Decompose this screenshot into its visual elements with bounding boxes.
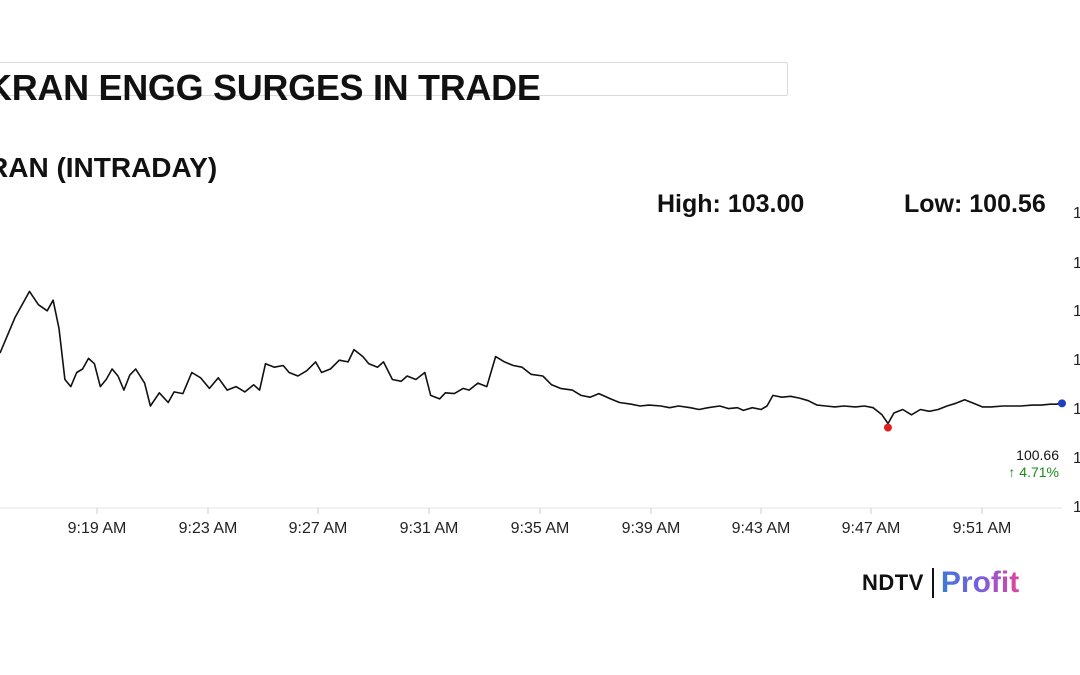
high-value: High: 103.00 — [657, 190, 805, 218]
change-percent-label: ↑ 4.71% — [1008, 464, 1059, 480]
x-tick-label: 9:47 AM — [842, 520, 901, 537]
x-tick-label: 9:23 AM — [179, 520, 238, 537]
ndtv-profit-logo: NDTV Profit — [862, 565, 1019, 601]
x-tick-label: 9:35 AM — [511, 520, 570, 537]
last-point-marker — [1058, 399, 1066, 408]
y-tick-label: 1 — [1073, 352, 1080, 369]
headline: KRAN ENGG SURGES IN TRADE — [0, 67, 541, 108]
ndtv-logo-text: NDTV — [862, 570, 924, 595]
headline-box — [0, 62, 788, 96]
low-point-marker — [883, 423, 892, 432]
last-value-label: 100.66 — [1016, 447, 1059, 463]
y-tick-label: 1 — [1073, 205, 1080, 222]
x-tick-label: 9:39 AM — [622, 520, 681, 537]
y-tick-label: 1 — [1073, 303, 1080, 320]
x-tick-label: 9:31 AM — [400, 520, 459, 537]
x-tick-label: 9:27 AM — [289, 520, 348, 537]
series-line — [0, 290, 1063, 425]
chart-subtitle: RAN (INTRADAY) — [0, 152, 218, 183]
y-tick-label: 1 — [1073, 401, 1080, 418]
y-tick-label: 1 — [1073, 450, 1080, 467]
y-tick-label: 1 — [1073, 499, 1080, 516]
profit-logo-text: Profit — [940, 566, 1020, 599]
y-tick-label: 1 — [1073, 255, 1080, 272]
x-tick-label: 9:19 AM — [68, 520, 127, 537]
logo-divider — [931, 568, 934, 598]
x-tick-label: 9:43 AM — [732, 520, 791, 537]
x-tick-label: 9:51 AM — [953, 520, 1012, 537]
low-value: Low: 100.56 — [904, 190, 1046, 218]
